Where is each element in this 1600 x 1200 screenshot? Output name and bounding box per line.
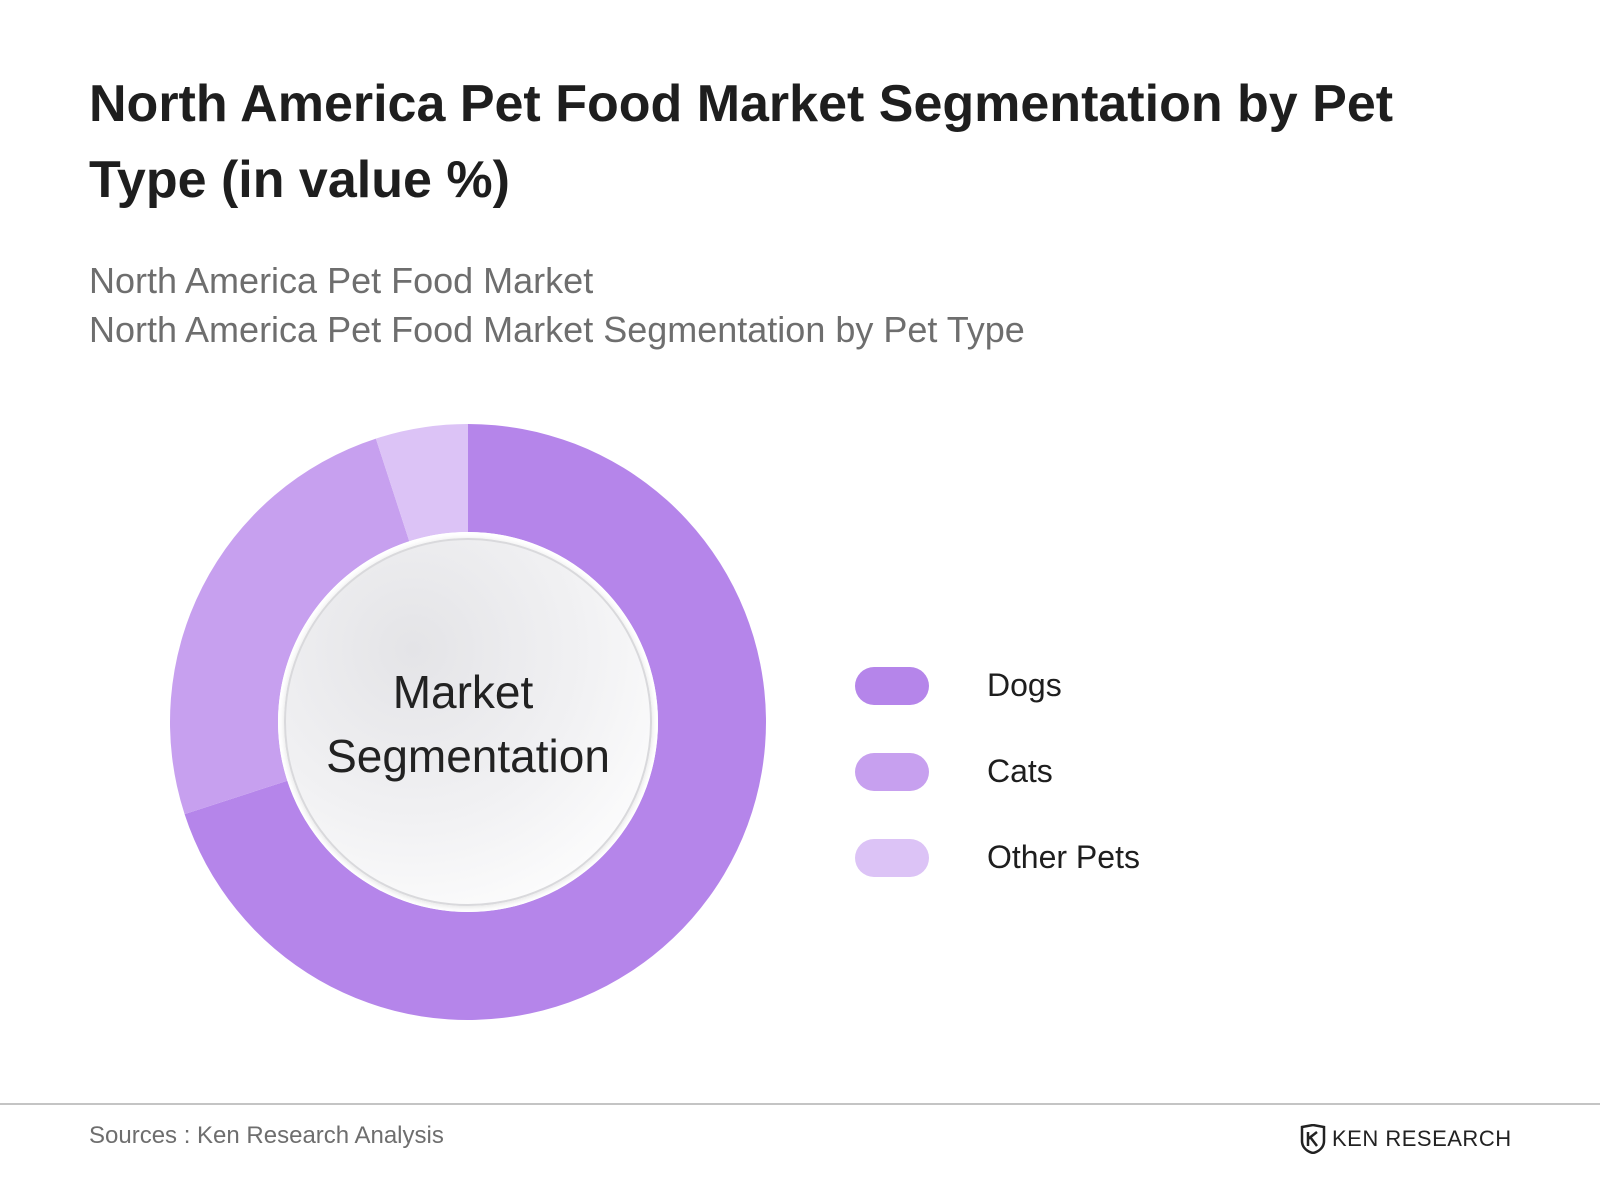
center-label-line-2: Segmentation: [326, 730, 610, 782]
footer-divider: [0, 1103, 1600, 1105]
legend-label-dogs: Dogs: [987, 667, 1062, 703]
source-note: Sources : Ken Research Analysis: [89, 1122, 444, 1149]
chart-subtitle: North America Pet Food Market North Amer…: [89, 256, 1489, 354]
legend-swatch-cats: [855, 753, 929, 791]
donut-center: Market Segmentation: [278, 532, 658, 912]
center-label-line-1: Market: [393, 666, 534, 718]
chart-title: North America Pet Food Market Segmentati…: [89, 75, 1394, 209]
brand-name: KEN RESEARCH: [1332, 1126, 1512, 1151]
legend-item-cats: Cats: [855, 751, 1255, 791]
legend-item-other-pets: Other Pets: [855, 837, 1255, 877]
slice-cats: [169, 438, 410, 815]
ken-research-logo-icon: [1300, 1124, 1326, 1154]
legend-label-other-pets: Other Pets: [987, 839, 1140, 875]
legend-item-dogs: Dogs: [855, 665, 1255, 705]
subtitle-line-2: North America Pet Food Market Segmentati…: [89, 309, 1025, 350]
legend-swatch-other-pets: [855, 839, 929, 877]
subtitle-line-1: North America Pet Food Market: [89, 260, 594, 301]
slice-dogs: [184, 424, 767, 1020]
legend-swatch-dogs: [855, 667, 929, 705]
slice-other-pets: [375, 424, 468, 542]
legend-label-cats: Cats: [987, 753, 1053, 789]
donut-slices: [169, 424, 767, 1020]
center-disc: [284, 538, 652, 906]
